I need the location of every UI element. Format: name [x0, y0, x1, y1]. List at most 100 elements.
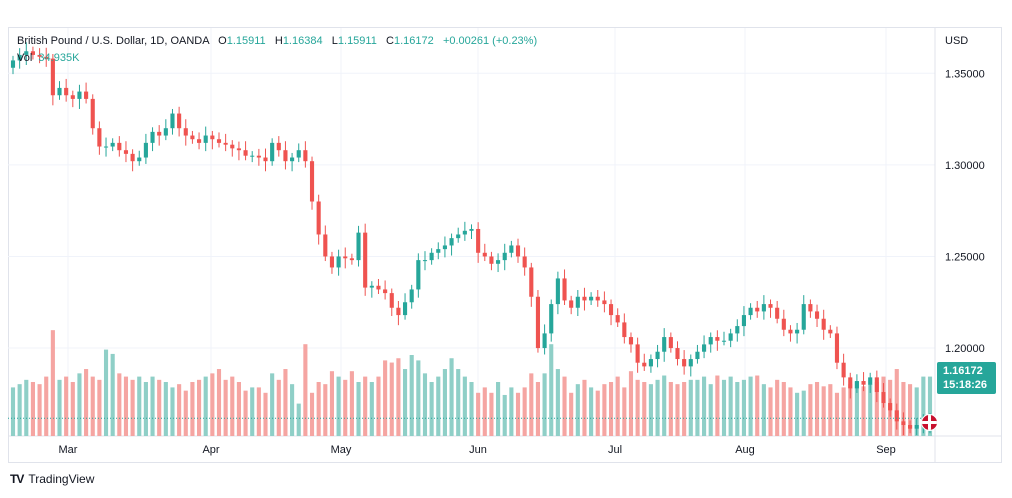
candle-body: [256, 155, 261, 158]
candle-body: [874, 377, 879, 393]
candle-body: [230, 144, 235, 149]
candle-body: [881, 392, 886, 404]
volume-bar: [236, 382, 241, 436]
volume-bar: [728, 376, 733, 436]
volume-bar: [489, 392, 494, 436]
candle-body: [814, 311, 820, 319]
tradingview-brand[interactable]: TV TradingView: [10, 472, 94, 486]
candle-body: [137, 157, 142, 162]
volume-bar: [389, 362, 394, 436]
volume-bar: [462, 376, 467, 436]
candle-body: [37, 54, 42, 57]
volume-label[interactable]: Vol: [17, 52, 33, 64]
change-value: +0.00261 (+0.23%): [442, 35, 538, 47]
candle-body: [402, 302, 408, 316]
volume-bar: [196, 379, 202, 436]
volume-bar: [522, 387, 527, 436]
volume-bar: [908, 384, 913, 436]
time-tick-label: Jun: [469, 444, 487, 456]
candle-body: [668, 337, 673, 349]
volume-bar: [735, 382, 740, 436]
volume-bar: [808, 384, 813, 436]
candle-body: [575, 296, 580, 308]
candle-body: [103, 146, 109, 148]
volume-bar: [110, 353, 115, 436]
candle-body: [741, 315, 747, 327]
candle-body: [569, 300, 574, 308]
candle-body: [496, 260, 501, 264]
candle-body: [442, 245, 447, 250]
volume-bar: [190, 382, 195, 436]
volume-bar: [535, 382, 541, 436]
volume-bar: [296, 403, 301, 436]
candle-body: [296, 150, 301, 158]
candle-body: [821, 318, 826, 330]
candle-body: [702, 344, 707, 352]
volume-bar: [496, 382, 501, 436]
candle-body: [323, 234, 328, 257]
volume-bar: [363, 376, 368, 436]
volume-bar: [449, 358, 454, 436]
candle-body: [177, 113, 182, 129]
candle-body: [64, 87, 69, 96]
volume-bar: [123, 376, 129, 436]
candle-body: [788, 329, 793, 334]
candle-body: [708, 337, 713, 345]
volume-bar: [90, 376, 95, 436]
candle-body: [290, 157, 295, 162]
volume-bar: [163, 382, 168, 436]
candle-body: [210, 135, 215, 140]
candle-body: [582, 296, 587, 301]
time-tick-label: May: [331, 444, 352, 456]
volume-bar: [250, 387, 255, 436]
price-tick-label: 1.35000: [945, 68, 985, 80]
candle-body: [283, 150, 288, 162]
candle-body: [190, 135, 195, 140]
volume-bar: [874, 382, 879, 436]
volume-bar: [343, 379, 348, 436]
chart-frame: [8, 27, 1002, 463]
candle-body: [422, 260, 428, 262]
candle-body: [848, 377, 853, 389]
candle-body: [17, 54, 22, 61]
candle-body: [562, 278, 567, 301]
volume-bar: [927, 376, 933, 436]
volume-bar: [402, 369, 408, 436]
candle-body: [57, 87, 62, 96]
uk-flag-icon[interactable]: [921, 414, 938, 431]
volume-bar: [183, 390, 188, 436]
volume-bar: [216, 369, 222, 436]
candle-body: [854, 381, 859, 389]
volume-bar: [309, 392, 315, 436]
volume-bar: [316, 382, 321, 436]
volume-bar: [589, 387, 594, 436]
close-value: 1.16172: [393, 35, 434, 47]
open-label: O: [218, 35, 227, 47]
candle-body: [203, 135, 208, 143]
time-tick-label: Mar: [59, 444, 78, 456]
volume-bar: [210, 373, 215, 436]
volume-bar: [177, 384, 182, 436]
volume-bar: [456, 369, 461, 436]
volume-bar: [648, 384, 653, 436]
candle-body: [236, 148, 241, 151]
symbol-title[interactable]: British Pound / U.S. Dollar, 1D, OANDA: [17, 35, 209, 47]
candle-body: [635, 344, 640, 363]
volume-bar: [861, 386, 866, 436]
brand-name: TradingView: [28, 472, 95, 486]
volume-bar: [741, 379, 747, 436]
volume-bar: [243, 390, 248, 436]
candle-body: [761, 304, 766, 312]
candle-body: [914, 425, 919, 429]
time-tick-label: Sep: [876, 444, 896, 456]
candle-body: [648, 359, 653, 367]
volume-bar: [549, 344, 554, 436]
volume-bar: [77, 373, 82, 436]
volume-bar: [170, 387, 175, 436]
volume-bar: [595, 390, 600, 436]
candle-body: [449, 238, 454, 246]
volume-bar: [103, 349, 109, 436]
candle-body: [462, 230, 467, 235]
volume-bar: [356, 382, 361, 436]
